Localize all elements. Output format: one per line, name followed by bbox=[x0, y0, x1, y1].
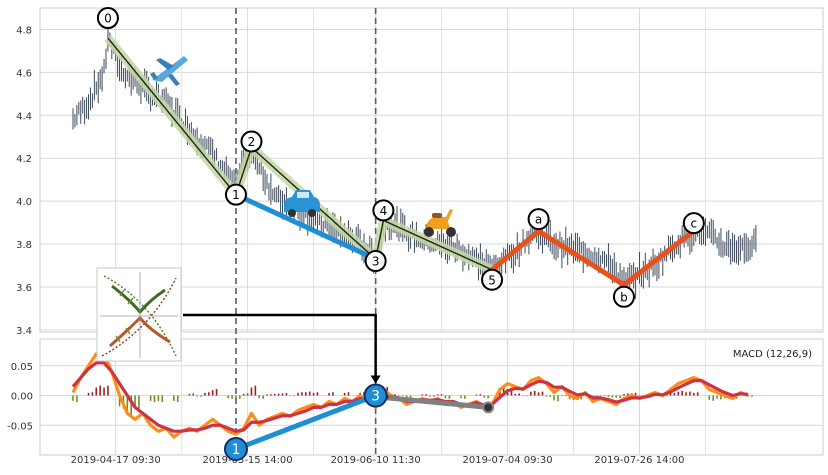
macd-wave-marker-circle bbox=[363, 383, 388, 408]
price-y-tick-label: 4.4 bbox=[16, 111, 32, 122]
wave-label-text: 5 bbox=[488, 273, 496, 287]
wave-label-2: 2 bbox=[240, 130, 263, 153]
macd-legend: MACD (12,26,9) bbox=[733, 349, 812, 360]
connector-arrowhead bbox=[370, 375, 381, 384]
macd-wave-marker-1: 1 bbox=[223, 437, 248, 462]
wave-label-4: 4 bbox=[372, 199, 395, 222]
wave-label-text: b bbox=[620, 290, 628, 304]
wave-label-circle bbox=[682, 212, 705, 235]
scooter-icon bbox=[424, 209, 456, 237]
wave-label-text: 1 bbox=[232, 188, 240, 202]
wave-label-0: 0 bbox=[96, 7, 119, 30]
price-y-tick-label: 3.6 bbox=[16, 283, 32, 294]
price-y-tick-label: 4.2 bbox=[16, 154, 32, 165]
macd-wave-1-3-line bbox=[235, 393, 377, 452]
macd-trend-line bbox=[373, 394, 491, 410]
wave-label-circle bbox=[96, 7, 119, 30]
wave-label-circle bbox=[481, 268, 504, 291]
wave-label-circle bbox=[364, 250, 387, 273]
price-y-tick-label: 3.4 bbox=[16, 326, 32, 337]
macd-wave-marker-3: 3 bbox=[363, 383, 388, 408]
wave-label-text: c bbox=[690, 217, 697, 231]
wave-label-b: b bbox=[612, 285, 635, 308]
x-tick-label: 2019-05-15 14:00 bbox=[203, 455, 293, 466]
correction-wave-line bbox=[490, 228, 696, 288]
x-tick-label: 2019-07-26 14:00 bbox=[594, 455, 684, 466]
wave-label-c: c bbox=[682, 212, 705, 235]
car-icon bbox=[284, 190, 320, 217]
wave-label-circle bbox=[372, 199, 395, 222]
macd-y-tick-label: 0.00 bbox=[11, 392, 33, 403]
x-tick-label: 2019-07-04 09:30 bbox=[462, 455, 552, 466]
wave-label-5: 5 bbox=[481, 268, 504, 291]
wave-label-circle bbox=[527, 208, 550, 231]
wave-label-circle bbox=[612, 285, 635, 308]
x-tick-label: 2019-04-17 09:30 bbox=[71, 455, 161, 466]
macd-wave-marker-circle bbox=[223, 437, 248, 462]
vine-sketch-icon bbox=[96, 267, 182, 362]
price-y-tick-label: 4.6 bbox=[16, 68, 32, 79]
price-y-tick-label: 4.8 bbox=[16, 25, 32, 36]
wave-label-text: 2 bbox=[248, 135, 256, 149]
wave-label-text: 4 bbox=[380, 204, 388, 218]
connector-arrow bbox=[183, 313, 377, 383]
wave-1-3-line bbox=[233, 192, 379, 262]
airplane-icon bbox=[150, 56, 188, 86]
macd-trend-end-dot bbox=[482, 401, 495, 414]
price-y-tick-label: 3.8 bbox=[16, 240, 32, 251]
price-y-tick-label: 4.0 bbox=[16, 197, 32, 208]
wave-label-3: 3 bbox=[364, 250, 387, 273]
macd-y-tick-label: -0.05 bbox=[7, 421, 33, 432]
wave-label-1: 1 bbox=[224, 183, 247, 206]
macd-wave-marker-text: 1 bbox=[231, 442, 240, 458]
macd-wave-marker-text: 3 bbox=[371, 389, 380, 405]
wave-label-text: a bbox=[535, 213, 542, 227]
wave-label-a: a bbox=[527, 208, 550, 231]
wave-label-text: 0 bbox=[104, 12, 112, 26]
wave-label-circle bbox=[224, 183, 247, 206]
x-tick-label: 2019-06-10 11:30 bbox=[331, 455, 421, 466]
wave-label-circle bbox=[240, 130, 263, 153]
macd-y-tick-label: 0.05 bbox=[11, 362, 33, 373]
wave-label-text: 3 bbox=[372, 255, 380, 269]
